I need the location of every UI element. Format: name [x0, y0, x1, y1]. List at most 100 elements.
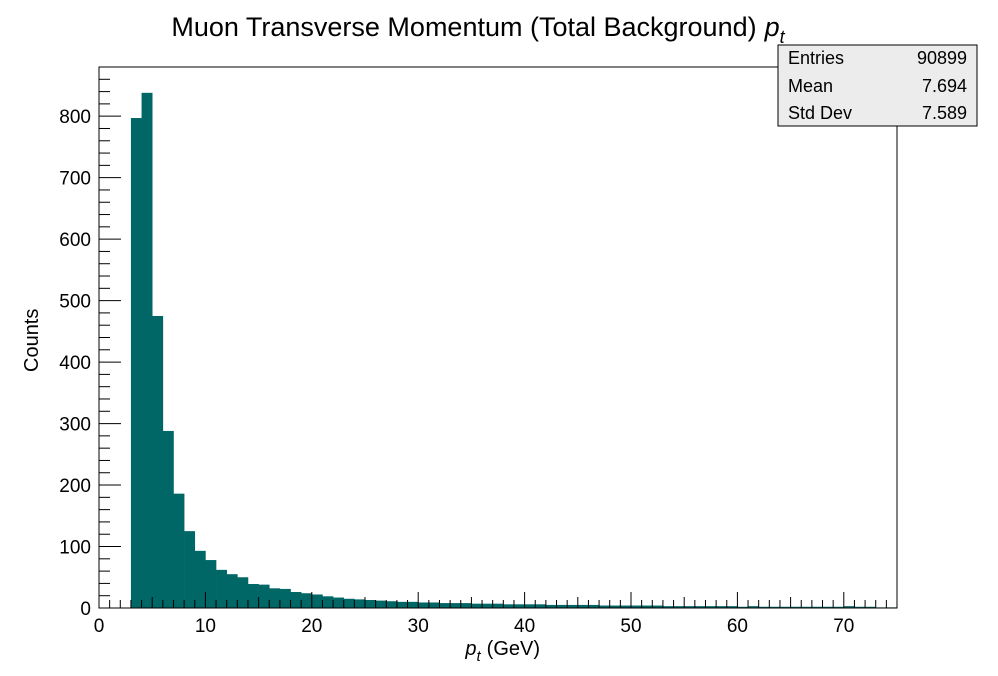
histogram-bar [322, 596, 334, 608]
histogram-bar [790, 606, 802, 608]
histogram-bar [631, 605, 642, 608]
histogram-bar [588, 604, 600, 608]
histogram-bar [545, 604, 557, 608]
histogram-bar [269, 588, 281, 608]
histogram-bar [216, 569, 227, 608]
histogram-bar [460, 603, 472, 608]
y-tick-label: 300 [59, 415, 91, 436]
histogram-bar [290, 592, 302, 608]
histogram-bar [513, 604, 525, 608]
chart-title: Muon Transverse Momentum (Total Backgrou… [171, 12, 785, 47]
histogram-bar [439, 603, 451, 608]
histogram-bar [567, 604, 579, 608]
x-tick-label: 30 [408, 616, 429, 637]
stats-mean-label: Mean [788, 76, 833, 96]
histogram-bar [577, 604, 589, 608]
histogram-bar [407, 601, 419, 608]
histogram-bar [556, 604, 568, 608]
histogram-bar [822, 606, 834, 608]
histogram-bar [418, 602, 430, 608]
histogram-bar [758, 606, 770, 608]
histogram-bar [673, 606, 685, 608]
y-tick-label: 800 [59, 107, 91, 128]
histogram-bar [694, 606, 706, 608]
y-tick-label: 700 [59, 169, 91, 190]
histogram-bar [205, 560, 217, 608]
y-axis-ticks: 0 100 200 300 400 500 600 700 800 [59, 66, 121, 620]
histogram-bar [482, 603, 493, 608]
histogram-bar [375, 600, 387, 608]
x-tick-label: 10 [195, 616, 216, 637]
histogram-bar [450, 603, 462, 608]
histogram-bar [247, 584, 259, 608]
histogram-bar [535, 604, 547, 608]
stats-entries-label: Entries [788, 48, 844, 68]
histogram-bar [748, 606, 759, 608]
chart-title-math-base: p [764, 12, 780, 42]
histogram-bar [641, 605, 653, 608]
histogram-bar [354, 599, 366, 608]
x-axis-ticks: 0 10 20 30 40 50 60 70 [94, 592, 898, 637]
y-tick-label: 200 [59, 476, 91, 497]
stats-mean-value: 7.694 [922, 76, 967, 96]
histogram-bar [365, 600, 376, 608]
stats-box-background [777, 44, 978, 127]
histogram-bar [726, 606, 738, 608]
histogram-bar [333, 597, 345, 608]
chart-title-math-sub: t [780, 27, 786, 47]
stats-stddev-value: 7.589 [922, 103, 967, 123]
x-tick-label: 40 [514, 616, 535, 637]
histogram-bar [396, 601, 408, 608]
plot-frame [98, 66, 898, 609]
y-tick-label: 500 [59, 292, 91, 313]
y-axis-label: Counts [21, 309, 43, 372]
histogram-bar [141, 92, 153, 608]
histogram-bar [386, 601, 398, 608]
histogram-bar [716, 606, 728, 608]
histogram-bar [524, 604, 536, 608]
histogram-bar [737, 606, 749, 608]
stats-box: Entries 90899 Mean 7.694 Std Dev 7.589 [777, 44, 978, 127]
x-tick-label: 70 [833, 616, 854, 637]
histogram-bar [311, 594, 323, 608]
histogram-bar [684, 606, 696, 608]
x-tick-label: 0 [94, 616, 105, 637]
histogram-bar [471, 603, 483, 608]
histogram-bar [705, 606, 717, 608]
x-tick-label: 60 [727, 616, 748, 637]
histogram-bar [854, 606, 866, 608]
y-tick-label: 400 [59, 353, 91, 374]
x-axis-label: pt (GeV) [464, 638, 540, 665]
histogram-bar [130, 118, 142, 608]
histogram-bar [620, 605, 632, 608]
histogram-bar [301, 593, 313, 608]
x-axis-label-sub: t [476, 648, 481, 665]
histogram-bar [343, 598, 355, 608]
histogram-bar [279, 588, 291, 608]
x-axis-label-unit: (GeV) [487, 638, 540, 660]
y-tick-label: 0 [80, 599, 91, 620]
histogram-bar [662, 606, 674, 608]
histogram-bar [801, 606, 813, 608]
histogram-bar [428, 602, 440, 608]
histogram-bars [130, 92, 898, 608]
histogram-bar [492, 603, 504, 608]
histogram-bar [173, 493, 185, 608]
histogram-bar [237, 577, 249, 608]
histogram-bar [184, 531, 196, 608]
histogram-bar [769, 606, 781, 608]
x-axis-label-base: p [464, 638, 476, 660]
stats-stddev-label: Std Dev [788, 103, 852, 123]
histogram-bar [258, 584, 270, 608]
histogram-bar [226, 574, 238, 608]
histogram-bar [152, 315, 164, 608]
histogram-bar [609, 605, 621, 608]
histogram-bar [599, 605, 611, 608]
y-tick-label: 600 [59, 230, 91, 251]
chart-title-text: Muon Transverse Momentum (Total Backgrou… [171, 12, 756, 42]
histogram-bar [503, 604, 515, 608]
histogram-bar [833, 606, 845, 608]
histogram-bar [652, 605, 664, 608]
histogram-bar [865, 606, 877, 608]
